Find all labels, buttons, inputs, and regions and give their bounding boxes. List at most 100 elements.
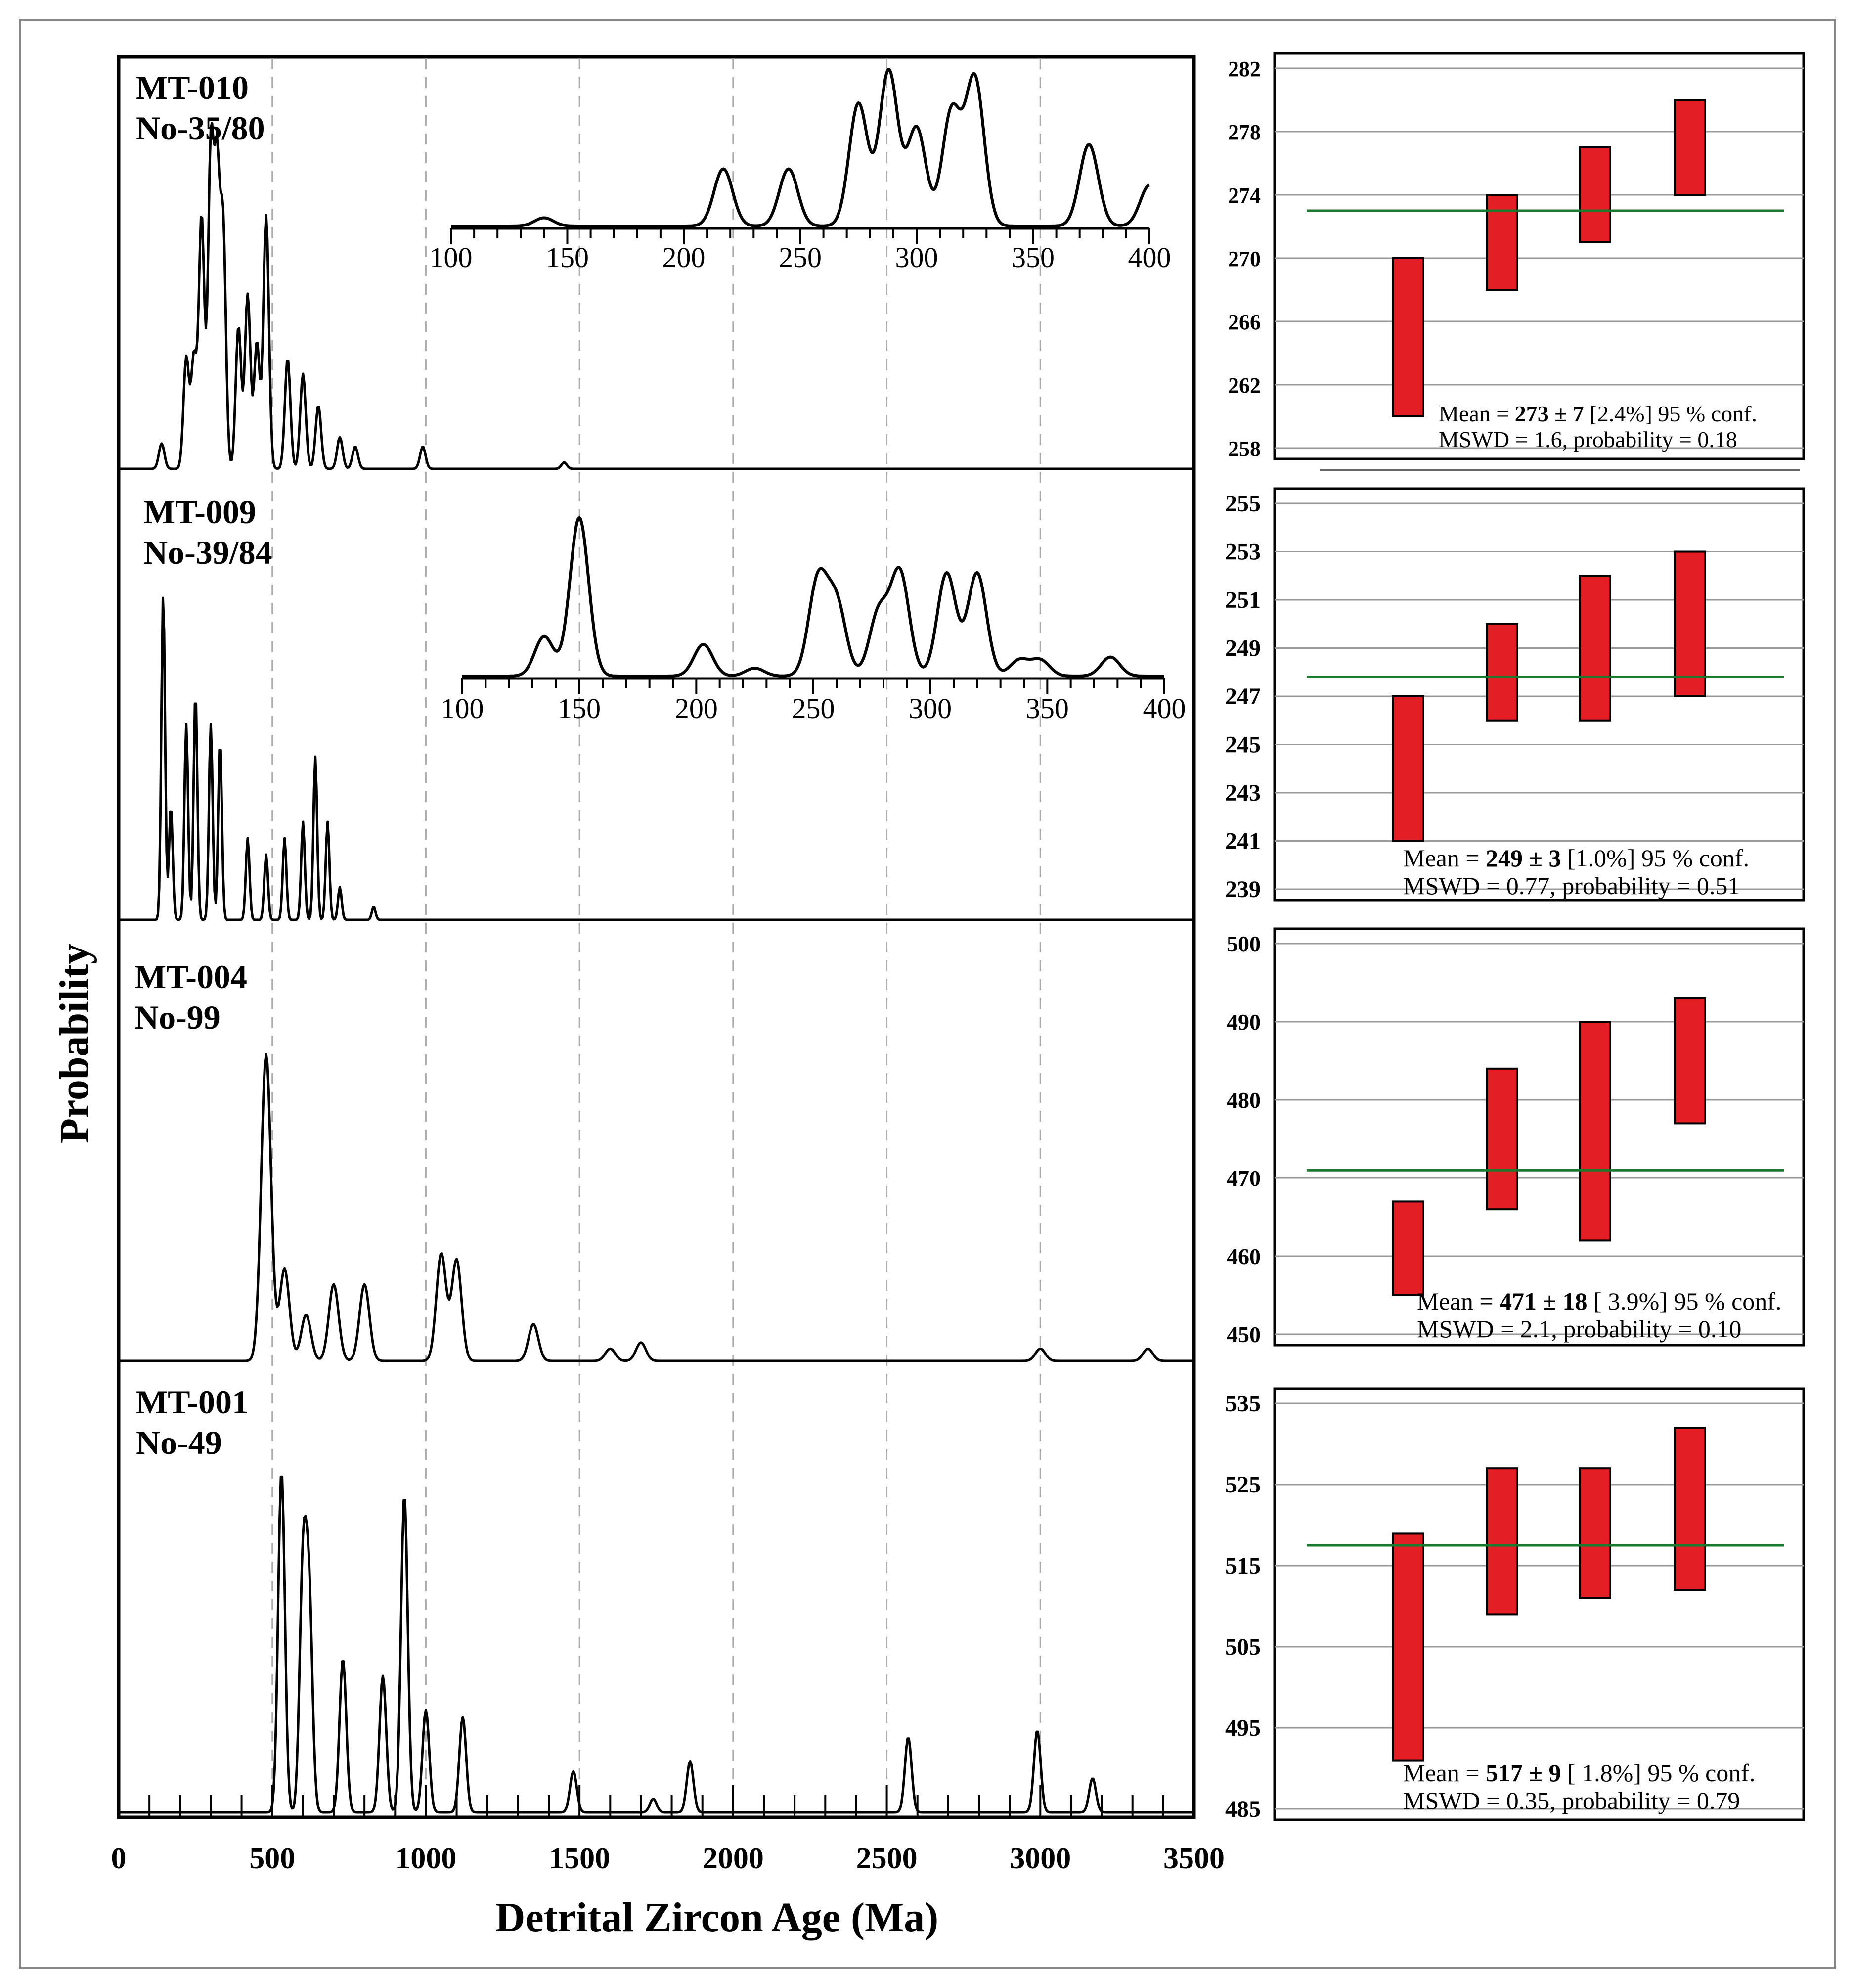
- mean-prefix: Mean =: [1403, 1759, 1486, 1787]
- mean-value: 471 ± 18: [1500, 1287, 1587, 1315]
- panel-tick-label: 262: [1228, 373, 1261, 398]
- panel-tick-label: 515: [1225, 1553, 1261, 1579]
- mean-statement: Mean = 273 ± 7 [2.4%] 95 % conf.: [1439, 401, 1757, 426]
- mean-suffix: [ 1.8%] 95 % conf.: [1561, 1759, 1756, 1787]
- error-bar-3: [1579, 146, 1611, 243]
- inset-mt010: 100 150 200 250 300 350 400: [430, 68, 1171, 273]
- error-bar-4: [1674, 997, 1706, 1125]
- error-bar-3: [1579, 1467, 1611, 1599]
- mean-suffix: [1.0%] 95 % conf.: [1561, 844, 1749, 872]
- left-panel-frame: [117, 55, 1196, 1819]
- panel-tick-label: 535: [1225, 1391, 1261, 1417]
- pdp-curve-mt-010: [119, 122, 1194, 470]
- inset-tick-label-150: 150: [558, 692, 601, 724]
- panel-tick-label: 490: [1227, 1009, 1261, 1035]
- panel-tick-label: 480: [1227, 1087, 1261, 1113]
- x-tick-label-3000: 3000: [1010, 1842, 1071, 1875]
- panel-tick-label: 253: [1225, 539, 1261, 565]
- panel-tick-label: 282: [1228, 57, 1261, 81]
- mean-suffix: [2.4%] 95 % conf.: [1584, 401, 1757, 426]
- mean-value: 249 ± 3: [1486, 844, 1561, 872]
- y-axis-label: Probability: [51, 944, 97, 1144]
- panel-tick-label: 485: [1225, 1796, 1261, 1822]
- error-bar-2: [1486, 1467, 1518, 1616]
- mean-prefix: Mean =: [1439, 401, 1515, 426]
- panel-tick-label: 495: [1225, 1715, 1261, 1741]
- mean-prefix: Mean =: [1417, 1287, 1500, 1315]
- weighted-mean-panel-4: 535 525 515 505 495 485 Mean = 517 ± 9 [ 1.8%]…: [1225, 1387, 1805, 1822]
- panel-tick-label: 460: [1227, 1244, 1261, 1269]
- mean-statement: Mean = 249 ± 3 [1.0%] 95 % conf.: [1403, 844, 1749, 872]
- sample-count-mt001: No-49: [136, 1424, 222, 1461]
- mean-statement: Mean = 471 ± 18 [ 3.9%] 95 % conf.: [1417, 1287, 1781, 1315]
- inset-tick-label-300: 300: [895, 241, 938, 273]
- inset-curve: [450, 68, 1150, 227]
- error-bar-1: [1392, 1200, 1424, 1296]
- panel-tick-label: 239: [1225, 876, 1261, 903]
- weighted-mean-panel-1: 282 278 274 270 266 262 258 Mean = 273 ± 7 [2.4…: [1228, 52, 1805, 461]
- mean-statement: Mean = 517 ± 9 [ 1.8%] 95 % conf.: [1403, 1759, 1755, 1787]
- inset-tick-label-100: 100: [430, 241, 473, 273]
- mswd-statement: MSWD = 1.6, probability = 0.18: [1439, 427, 1737, 452]
- x-tick-label-1000: 1000: [395, 1842, 456, 1875]
- x-tick-label-500: 500: [249, 1842, 295, 1875]
- panel-tick-label: 249: [1225, 635, 1261, 662]
- weighted-mean-panels: 282 278 274 270 266 262 258 Mean = 273 ± 7 [2.4…: [1225, 52, 1805, 1822]
- panel-tick-label: 470: [1227, 1166, 1261, 1191]
- x-tick-label-1500: 1500: [549, 1842, 610, 1875]
- error-bar-4: [1674, 550, 1706, 697]
- mean-value: 517 ± 9: [1486, 1759, 1561, 1787]
- inset-tick-label-400: 400: [1128, 241, 1171, 273]
- error-bar-2: [1486, 194, 1518, 291]
- panel-frame: [1273, 927, 1805, 1347]
- panel-tick-label: 274: [1228, 183, 1261, 208]
- pdp-curve-mt-001: [119, 1475, 1194, 1814]
- panel-tick-label: 255: [1225, 491, 1261, 517]
- inset-tick-label-200: 200: [662, 241, 706, 273]
- panel-tick-label: 500: [1227, 931, 1261, 956]
- inset-tick-label-250: 250: [792, 692, 835, 724]
- x-axis-ticks: 0 500 1000 1500 2000 2500 3000 3500: [111, 1785, 1225, 1875]
- inset-tick-label-300: 300: [909, 692, 952, 724]
- panel-tick-label: 505: [1225, 1634, 1261, 1660]
- panel-tick-label: 241: [1225, 828, 1261, 855]
- sample-id-mt001: MT-001: [136, 1383, 249, 1421]
- mswd-statement: MSWD = 2.1, probability = 0.10: [1417, 1315, 1741, 1343]
- mean-prefix: Mean =: [1403, 844, 1486, 872]
- x-tick-label-0: 0: [111, 1842, 127, 1875]
- x-tick-label-3500: 3500: [1163, 1842, 1225, 1875]
- error-bar-3: [1579, 1021, 1611, 1242]
- panel-tick-label: 525: [1225, 1472, 1261, 1498]
- x-tick-label-2500: 2500: [856, 1842, 918, 1875]
- panel-tick-label: 247: [1225, 683, 1261, 710]
- error-bar-3: [1579, 575, 1611, 722]
- panel-frame: [1273, 487, 1805, 902]
- panel-tick-label: 258: [1228, 437, 1261, 461]
- panel-tick-label: 278: [1228, 120, 1261, 144]
- sample-id-mt004: MT-004: [134, 958, 247, 995]
- panel-tick-label: 251: [1225, 587, 1261, 613]
- panel-tick-label: 245: [1225, 732, 1261, 758]
- inset-tick-label-150: 150: [546, 241, 589, 273]
- mswd-statement: MSWD = 0.77, probability = 0.51: [1403, 872, 1740, 900]
- figure-frame: [19, 19, 1836, 1969]
- error-bar-1: [1392, 257, 1424, 417]
- x-axis-label: Detrital Zircon Age (Ma): [495, 1895, 939, 1941]
- weighted-mean-panel-3: 500 490 480 470 460 450 Mean = 471 ± 18 [ 3.9%…: [1227, 927, 1805, 1347]
- panel-tick-label: 243: [1225, 780, 1261, 806]
- mean-suffix: [ 3.9%] 95 % conf.: [1588, 1287, 1782, 1315]
- error-bar-4: [1674, 99, 1706, 196]
- weighted-mean-panel-2: 255 253 251 249 247 245 243 241 239 Mean = 249 ± …: [1225, 487, 1805, 903]
- mswd-statement: MSWD = 0.35, probability = 0.79: [1403, 1787, 1740, 1814]
- sample-id-mt010: MT-010: [136, 69, 249, 106]
- pdp-curve-mt-004: [119, 1053, 1194, 1362]
- inset-tick-label-400: 400: [1143, 692, 1186, 724]
- panel-tick-label: 270: [1228, 247, 1261, 271]
- error-bar-2: [1486, 1067, 1518, 1211]
- error-bar-1: [1392, 695, 1424, 842]
- sample-count-mt004: No-99: [134, 998, 221, 1036]
- panel-tick-label: 266: [1228, 310, 1261, 334]
- age-gridlines: [271, 58, 1041, 1816]
- inset-tick-label-350: 350: [1012, 241, 1055, 273]
- inset-mt009: 100 150 200 250 300 350 400: [441, 516, 1186, 724]
